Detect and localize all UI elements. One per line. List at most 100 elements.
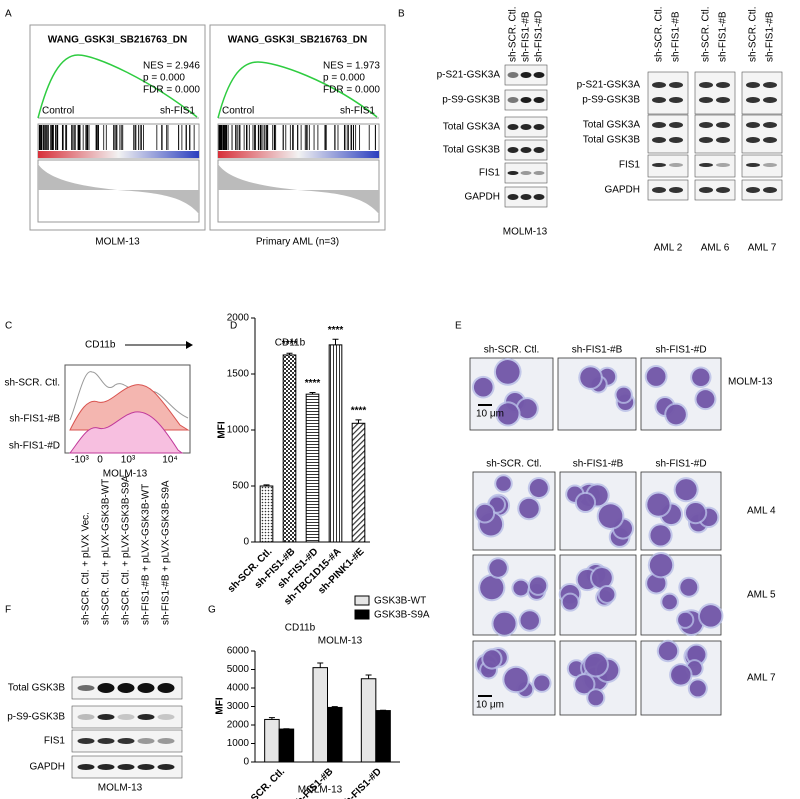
scale-label: 10 μm bbox=[476, 700, 504, 711]
flow-tick-label: 10³ bbox=[121, 455, 136, 466]
bar bbox=[282, 354, 297, 543]
bar bbox=[360, 678, 377, 763]
nucleus bbox=[493, 612, 516, 635]
blot bbox=[694, 71, 736, 115]
panel-label: B bbox=[398, 9, 405, 20]
blot-row-label: p-S9-GSK3B bbox=[582, 95, 640, 106]
blot bbox=[71, 705, 183, 729]
blot bbox=[647, 71, 689, 115]
band bbox=[763, 97, 777, 103]
lane-label: sh-FIS1-#B bbox=[521, 11, 532, 62]
band bbox=[746, 137, 760, 143]
band bbox=[669, 137, 683, 143]
gsea-stat: NES = 2.946 bbox=[143, 61, 200, 72]
blot bbox=[741, 71, 783, 115]
blot-row-label: Total GSK3A bbox=[443, 122, 501, 133]
enrichment-curve bbox=[37, 54, 198, 119]
lane-label: sh-SCR. Ctl. + pLVX-GSK3B-S9A bbox=[121, 475, 132, 625]
nucleus bbox=[562, 594, 578, 610]
row-label: AML 5 bbox=[747, 590, 776, 601]
column-header: sh-FIS1-#B bbox=[573, 459, 624, 470]
nucleus bbox=[616, 387, 631, 402]
flow-tick-label: 10⁴ bbox=[162, 455, 177, 466]
band bbox=[763, 187, 777, 193]
lane-label: sh-FIS1-#B bbox=[671, 11, 682, 62]
band bbox=[533, 194, 545, 200]
legend-swatch bbox=[354, 609, 370, 620]
nucleus bbox=[489, 559, 507, 577]
error-bar bbox=[331, 706, 338, 708]
nucleus bbox=[678, 612, 693, 627]
blot bbox=[741, 179, 783, 201]
nucleus bbox=[568, 661, 584, 677]
nucleus bbox=[496, 476, 511, 491]
band bbox=[117, 714, 135, 720]
band bbox=[716, 122, 730, 128]
blot bbox=[741, 114, 783, 154]
chart-title: CD11b bbox=[285, 623, 316, 634]
band bbox=[533, 171, 545, 175]
nucleus bbox=[680, 578, 698, 596]
nucleus bbox=[591, 567, 612, 588]
band bbox=[137, 738, 155, 744]
nucleus bbox=[588, 690, 604, 706]
band bbox=[652, 163, 666, 167]
lane-label: sh-FIS1-#B + pLVX-GSK3B-WT bbox=[141, 484, 152, 625]
nucleus bbox=[517, 399, 537, 419]
flow-title: CD11b bbox=[85, 340, 116, 351]
lane-label: sh-SCR. Ctl. bbox=[748, 6, 759, 62]
nucleus bbox=[646, 367, 666, 386]
band bbox=[533, 147, 545, 153]
y-tick-label: 1000 bbox=[227, 425, 250, 436]
enrichment-curve bbox=[217, 61, 378, 119]
band bbox=[77, 714, 95, 720]
gsea-left-label: Control bbox=[222, 106, 254, 117]
sample-label: sh-SCR. Ctl. bbox=[4, 378, 60, 389]
blot-row-label: GAPDH bbox=[604, 185, 640, 196]
histogram bbox=[69, 371, 189, 421]
legend-label: GSK3B-S9A bbox=[374, 610, 430, 621]
gsea-stat: FDR = 0.000 bbox=[143, 85, 200, 96]
band bbox=[669, 187, 683, 193]
nucleus bbox=[649, 553, 673, 577]
gsea-title: WANG_GSK3I_SB216763_DN bbox=[228, 35, 368, 46]
nucleus bbox=[534, 675, 550, 691]
blot-caption: AML 2 bbox=[654, 243, 683, 254]
band bbox=[699, 137, 713, 143]
nucleus bbox=[685, 502, 706, 523]
nucleus bbox=[585, 653, 607, 676]
bar bbox=[259, 485, 274, 543]
nucleus bbox=[473, 377, 493, 397]
scale-label: 10 μm bbox=[476, 409, 504, 420]
panel-label: D bbox=[230, 321, 237, 332]
band bbox=[699, 187, 713, 193]
gsea-right-label: sh-FIS1 bbox=[160, 106, 195, 117]
y-tick-label: 500 bbox=[232, 481, 249, 492]
gsea-stat: FDR = 0.000 bbox=[323, 85, 380, 96]
band bbox=[117, 764, 135, 770]
band bbox=[533, 124, 545, 130]
error-bar bbox=[286, 352, 293, 355]
band bbox=[652, 187, 666, 193]
blot bbox=[694, 179, 736, 201]
nucleus bbox=[689, 680, 706, 697]
y-tick-label: 0 bbox=[243, 757, 249, 768]
nucleus bbox=[647, 493, 670, 516]
column-header: sh-FIS1-#D bbox=[655, 459, 706, 470]
nucleus bbox=[497, 403, 519, 425]
band bbox=[97, 738, 115, 744]
lane-label: sh-SCR. Ctl. bbox=[508, 6, 519, 62]
gsea-caption: Primary AML (n=3) bbox=[256, 237, 339, 248]
band bbox=[716, 163, 730, 167]
gsea-stat: p = 0.000 bbox=[143, 73, 185, 84]
y-tick-label: 5000 bbox=[227, 664, 250, 675]
row-label: AML 4 bbox=[747, 506, 776, 517]
lane-label: sh-SCR. Ctl. + pLVX-GSK3B-WT bbox=[101, 479, 112, 625]
blot-caption: MOLM-13 bbox=[98, 783, 143, 794]
band bbox=[652, 137, 666, 143]
blot bbox=[694, 114, 736, 154]
nucleus bbox=[598, 504, 623, 528]
band bbox=[507, 147, 519, 153]
band bbox=[533, 97, 545, 103]
blot-row-label: Total GSK3B bbox=[583, 135, 641, 146]
